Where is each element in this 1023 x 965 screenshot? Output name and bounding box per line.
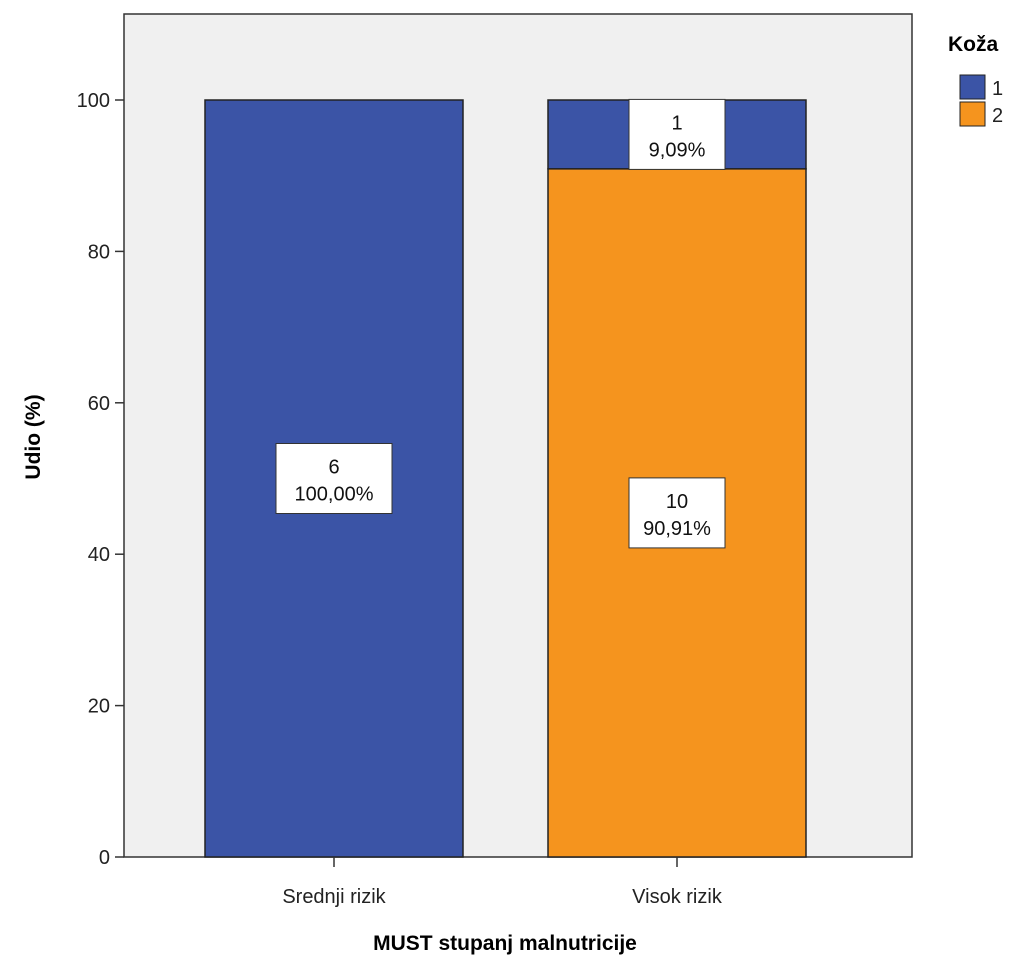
y-tick-label: 100 xyxy=(77,90,110,112)
y-tick-label: 20 xyxy=(88,696,110,718)
data-label-count: 10 xyxy=(666,491,688,513)
data-label-percent: 90,91% xyxy=(643,518,711,540)
x-tick-label: Srednji rizik xyxy=(282,886,386,908)
y-axis: 0 20 40 60 80 100 xyxy=(77,90,124,869)
data-label-series-2-2: 10 90,91% xyxy=(628,477,726,549)
legend-label-1: 1 xyxy=(992,78,1003,100)
x-tick-label: Visok rizik xyxy=(632,886,723,908)
legend-label-2: 2 xyxy=(992,105,1003,127)
legend-swatch-1 xyxy=(959,74,986,100)
data-label-box xyxy=(275,443,393,514)
y-tick-label: 40 xyxy=(88,544,110,566)
data-label-series-1-1: 6 100,00% xyxy=(275,443,393,514)
y-tick-label: 0 xyxy=(99,847,110,869)
legend: Koža 1 2 xyxy=(948,33,1003,127)
x-axis: Srednji rizik Visok rizik xyxy=(282,857,723,908)
legend-swatch-2 xyxy=(959,101,986,127)
data-labels-layer: 6 100,00% 10 90,91% 1 9,09% xyxy=(275,98,726,549)
data-label-percent: 100,00% xyxy=(295,484,374,506)
y-tick-label: 80 xyxy=(88,241,110,263)
data-label-percent: 9,09% xyxy=(649,139,706,161)
legend-title: Koža xyxy=(948,33,998,56)
x-axis-title: MUST stupanj malnutricije xyxy=(373,932,637,955)
y-tick-label: 60 xyxy=(88,393,110,415)
data-label-count: 1 xyxy=(671,112,682,134)
data-label-series-1-2: 1 9,09% xyxy=(628,98,726,170)
data-label-count: 6 xyxy=(328,457,339,479)
data-label-box xyxy=(628,477,726,549)
y-axis-title: Udio (%) xyxy=(22,394,45,479)
data-label-box xyxy=(628,98,726,170)
